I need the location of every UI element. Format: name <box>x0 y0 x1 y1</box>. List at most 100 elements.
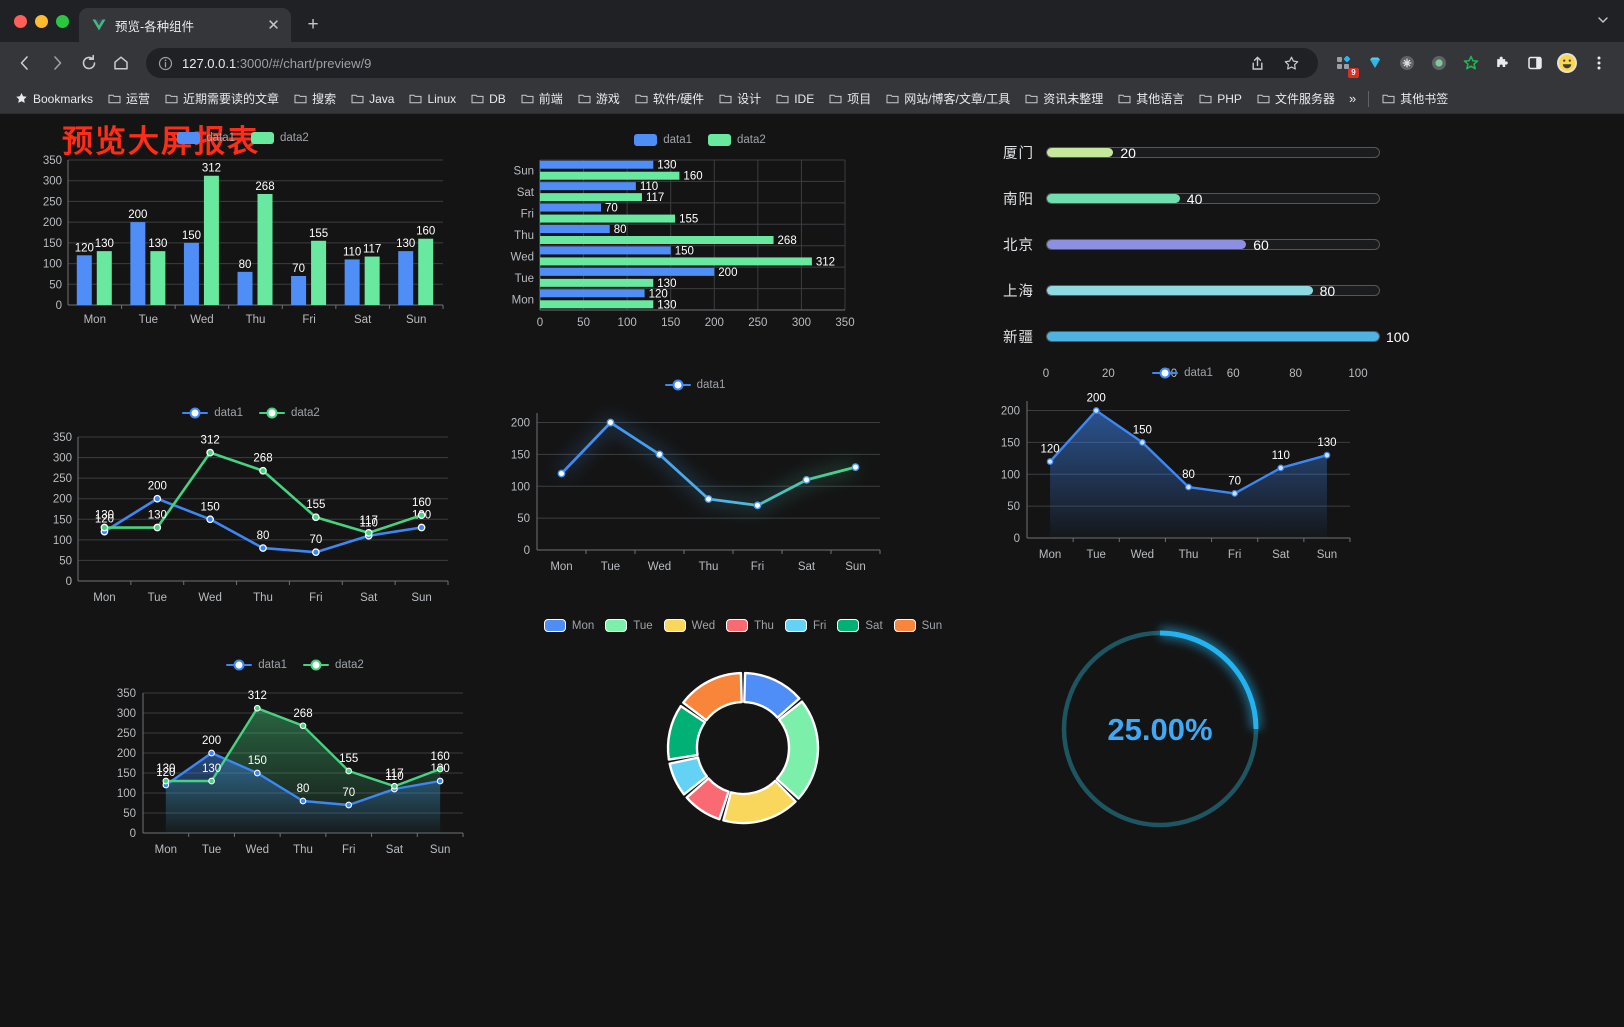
legend-item[interactable]: data1 <box>177 132 235 144</box>
data-point[interactable] <box>345 801 353 809</box>
donut-slice[interactable] <box>775 700 820 800</box>
legend-item[interactable]: data1 <box>664 379 725 391</box>
legend-item[interactable]: Sun <box>893 619 942 632</box>
bar[interactable] <box>540 300 654 309</box>
data-point[interactable] <box>364 529 373 537</box>
bar[interactable] <box>150 251 166 305</box>
donut-slice[interactable] <box>722 779 797 825</box>
home-icon[interactable] <box>106 48 136 78</box>
data-point[interactable] <box>206 448 214 457</box>
data-point[interactable] <box>417 511 426 520</box>
chevron-down-icon[interactable] <box>1596 13 1610 30</box>
legend-item[interactable]: Tue <box>605 619 653 632</box>
donut-slice[interactable] <box>682 671 743 722</box>
bookmark-folder[interactable]: 项目 <box>822 87 878 110</box>
data-point[interactable] <box>312 513 320 522</box>
progress-track[interactable]: 20 <box>1046 145 1380 161</box>
data-point[interactable] <box>1092 407 1100 414</box>
data-point[interactable] <box>802 476 811 484</box>
data-point[interactable] <box>259 544 267 552</box>
data-point[interactable] <box>153 523 162 532</box>
bookmark-folder[interactable]: 近期需要读的文章 <box>158 87 286 110</box>
legend-item[interactable]: Sat <box>837 619 883 632</box>
donut-slice[interactable] <box>685 777 730 821</box>
bar[interactable] <box>540 214 676 223</box>
bookmark-folder[interactable]: PHP <box>1192 89 1249 109</box>
green-circle-icon[interactable] <box>1424 48 1454 78</box>
data-point[interactable] <box>208 749 215 757</box>
data-point[interactable] <box>299 797 307 805</box>
bar[interactable] <box>540 193 642 202</box>
info-circle-icon[interactable] <box>158 56 173 71</box>
bookmark-folder[interactable]: 设计 <box>712 87 768 110</box>
bookmark-folder[interactable]: 前端 <box>514 87 570 110</box>
progress-track[interactable]: 40 <box>1046 191 1380 207</box>
data-point[interactable] <box>253 704 261 712</box>
bar[interactable] <box>540 267 715 276</box>
bookmark-folder[interactable]: 运营 <box>101 87 157 110</box>
bar[interactable] <box>418 238 434 305</box>
legend-item[interactable]: data2 <box>303 659 364 671</box>
avatar-emoji-icon[interactable] <box>1552 48 1582 78</box>
close-tab-button[interactable]: ✕ <box>267 16 280 34</box>
bookmark-manager-entry[interactable]: Bookmarks <box>8 89 100 109</box>
other-bookmarks-folder[interactable]: 其他书签 <box>1375 87 1455 110</box>
bar[interactable] <box>540 289 645 298</box>
extensions-grid-icon[interactable]: 9 <box>1328 48 1359 78</box>
bar[interactable] <box>311 240 327 305</box>
data-point[interactable] <box>345 767 353 775</box>
legend-item[interactable]: data1 <box>1152 367 1213 379</box>
bar[interactable] <box>364 256 380 305</box>
donut-slice[interactable] <box>666 704 707 761</box>
bookmark-folder[interactable]: Linux <box>402 89 463 109</box>
bookmark-folder[interactable]: IDE <box>769 89 821 109</box>
bar[interactable] <box>540 225 610 233</box>
data-point[interactable] <box>312 548 320 557</box>
bookmark-folder[interactable]: Java <box>344 89 401 109</box>
bar[interactable] <box>96 251 112 305</box>
close-window-button[interactable] <box>14 14 27 28</box>
donut-slice[interactable] <box>668 756 709 796</box>
bar[interactable] <box>291 276 307 305</box>
bar[interactable] <box>237 271 253 305</box>
gauge-arc[interactable] <box>1159 630 1259 730</box>
bar[interactable] <box>130 222 146 305</box>
data-point[interactable] <box>162 777 170 785</box>
maximize-window-button[interactable] <box>56 14 69 28</box>
data-point[interactable] <box>606 418 615 427</box>
data-point[interactable] <box>153 494 162 503</box>
bar[interactable] <box>203 175 219 305</box>
data-point[interactable] <box>1185 483 1192 491</box>
legend-item[interactable]: data2 <box>251 132 309 144</box>
legend-item[interactable]: Fri <box>784 619 826 632</box>
side-panel-icon[interactable] <box>1520 48 1550 78</box>
legend-item[interactable]: data1 <box>226 659 287 671</box>
puzzle-icon[interactable] <box>1488 48 1518 78</box>
legend-item[interactable]: Mon <box>543 619 594 632</box>
data-point[interactable] <box>206 515 214 524</box>
data-point[interactable] <box>1046 458 1054 465</box>
data-point[interactable] <box>1138 439 1146 446</box>
share-icon[interactable] <box>1242 48 1272 78</box>
bookmarks-overflow-button[interactable]: » <box>1348 91 1357 106</box>
data-point[interactable] <box>259 466 267 475</box>
bookmark-folder[interactable]: 其他语言 <box>1111 87 1191 110</box>
minimize-window-button[interactable] <box>35 14 48 28</box>
legend-item[interactable]: Wed <box>663 619 715 632</box>
bar[interactable] <box>540 160 654 169</box>
browser-tab[interactable]: 预览-各种组件 ✕ <box>79 8 291 42</box>
bookmark-folder[interactable]: 文件服务器 <box>1250 87 1342 110</box>
legend-item[interactable]: data2 <box>708 134 766 146</box>
bar[interactable] <box>540 203 601 212</box>
data-point[interactable] <box>436 777 444 785</box>
bookmark-folder[interactable]: DB <box>464 89 513 109</box>
bookmark-folder[interactable]: 网站/博客/文章/工具 <box>879 87 1017 110</box>
data-point[interactable] <box>1231 489 1239 497</box>
data-point[interactable] <box>391 782 398 790</box>
data-point[interactable] <box>851 463 860 472</box>
data-point[interactable] <box>253 769 261 777</box>
data-point[interactable] <box>557 469 566 478</box>
bar[interactable] <box>76 255 92 305</box>
data-point[interactable] <box>704 495 713 503</box>
data-point[interactable] <box>417 523 426 532</box>
